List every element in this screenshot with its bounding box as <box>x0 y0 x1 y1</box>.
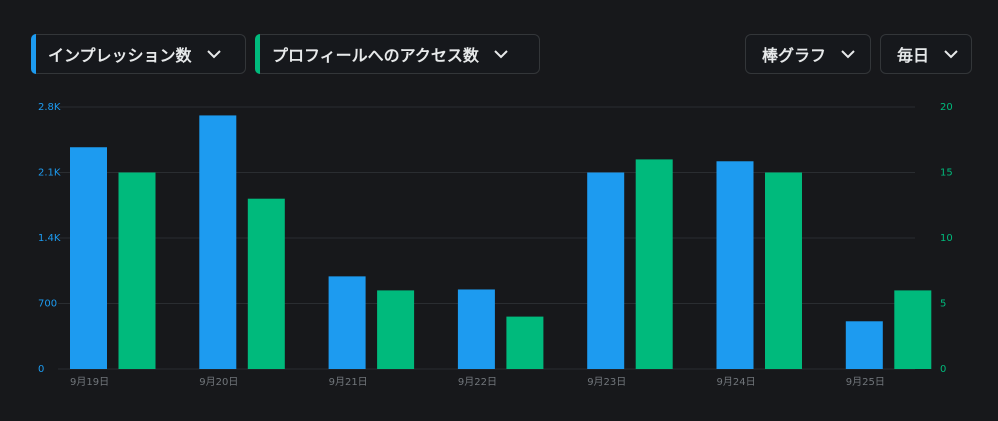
impressions-bar <box>845 321 883 369</box>
metric1-color-indicator <box>31 34 36 74</box>
impressions-bar <box>70 147 107 369</box>
right-axis-tick-label: 0 <box>940 364 946 375</box>
x-axis-tick-label: 9月20日 <box>199 376 238 388</box>
x-axis-tick-label: 9月21日 <box>329 376 368 388</box>
metric1-dropdown[interactable]: インプレッション数 <box>31 34 246 74</box>
impressions-bar <box>457 289 495 369</box>
profile-visits-bar <box>247 198 285 369</box>
impressions-bar <box>328 276 366 369</box>
x-axis-tick-label: 9月22日 <box>458 376 497 388</box>
impressions-bar <box>587 172 625 369</box>
left-axis-tick-label: 2.8K <box>38 102 61 113</box>
x-axis-tick-label: 9月25日 <box>846 376 885 388</box>
profile-visits-bar <box>506 316 544 369</box>
x-axis-tick-label: 9月23日 <box>587 376 626 388</box>
right-axis-tick-label: 15 <box>940 168 953 179</box>
right-axis-tick-label: 5 <box>940 299 946 310</box>
profile-visits-bar <box>894 290 932 369</box>
metric2-label: プロフィールへのアクセス数 <box>272 46 479 65</box>
profile-visits-bar <box>765 172 802 369</box>
left-axis-tick-label: 2.1K <box>38 168 61 179</box>
x-axis-tick-label: 9月19日 <box>70 376 109 388</box>
right-axis-tick-label: 10 <box>940 233 953 244</box>
left-axis-tick-label: 700 <box>38 299 57 310</box>
chart-type-label: 棒グラフ <box>762 46 827 65</box>
left-axis-tick-label: 1.4K <box>38 233 61 244</box>
impressions-bar <box>716 161 754 369</box>
impressions-bar <box>199 115 237 370</box>
chart-type-dropdown[interactable]: 棒グラフ <box>745 34 871 74</box>
interval-label: 毎日 <box>897 46 930 65</box>
interval-dropdown[interactable]: 毎日 <box>880 34 972 74</box>
chevron-down-icon <box>494 50 508 59</box>
metric2-color-indicator <box>255 34 260 74</box>
profile-visits-bar <box>377 290 415 369</box>
chevron-down-icon <box>944 50 958 59</box>
right-axis-tick-label: 20 <box>940 102 953 113</box>
profile-visits-bar <box>118 172 156 369</box>
profile-visits-bar <box>635 159 673 369</box>
chevron-down-icon <box>841 50 855 59</box>
chart-toolbar: インプレッション数 プロフィールへのアクセス数 棒グラフ 毎日 <box>31 34 972 76</box>
left-axis-tick-label: 0 <box>38 364 44 375</box>
x-axis-tick-label: 9月24日 <box>717 376 756 388</box>
metric2-dropdown[interactable]: プロフィールへのアクセス数 <box>255 34 540 74</box>
chevron-down-icon <box>206 50 221 59</box>
metric1-label: インプレッション数 <box>48 46 192 65</box>
